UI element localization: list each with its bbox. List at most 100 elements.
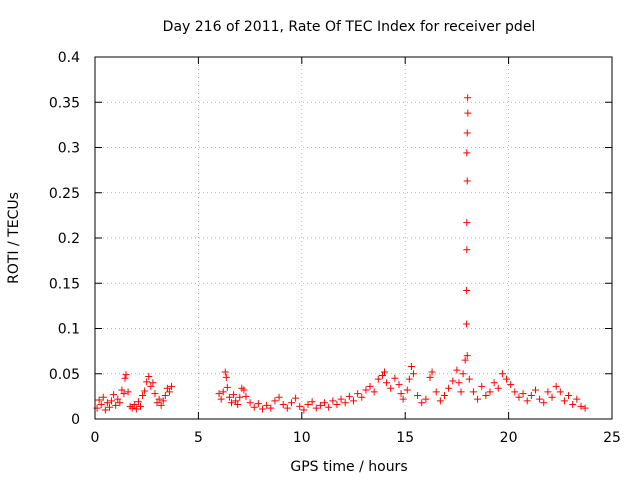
data-point (130, 401, 138, 409)
y-tick-label: 0.25 (49, 186, 80, 202)
data-point (136, 402, 144, 410)
data-point (145, 372, 153, 380)
data-point (581, 404, 589, 412)
data-point (275, 393, 283, 401)
data-point (110, 391, 118, 399)
data-point (329, 397, 337, 405)
data-point (242, 392, 250, 400)
data-point (287, 399, 295, 407)
data-point (124, 388, 132, 396)
data-point (215, 390, 223, 398)
data-point (217, 395, 225, 403)
data-point (366, 382, 374, 390)
data-point (223, 383, 231, 391)
data-point (300, 406, 308, 414)
y-tick-label: 0 (71, 412, 80, 428)
data-point (432, 388, 440, 396)
data-point (163, 384, 171, 392)
data-point (507, 381, 515, 389)
data-point (157, 401, 165, 409)
data-point (463, 177, 471, 185)
data-point (464, 109, 472, 117)
data-point (573, 395, 581, 403)
data-point (168, 382, 176, 390)
y-tick-label: 0.2 (58, 231, 80, 247)
data-point (141, 387, 149, 395)
data-point (97, 401, 105, 409)
data-point (478, 382, 486, 390)
data-point (221, 368, 229, 376)
data-points (93, 94, 589, 414)
data-point (263, 401, 271, 409)
data-point (569, 401, 577, 409)
data-point (222, 373, 230, 381)
x-tick-label: 0 (91, 430, 100, 446)
data-point (426, 373, 434, 381)
x-tick-label: 15 (396, 430, 414, 446)
data-point (333, 401, 341, 409)
data-point (552, 382, 560, 390)
data-point (490, 379, 498, 387)
data-point (304, 401, 312, 409)
data-point (503, 375, 511, 383)
data-point (544, 388, 552, 396)
data-point (108, 397, 116, 405)
data-point (122, 371, 130, 379)
data-point (325, 403, 333, 411)
data-point (463, 219, 471, 227)
data-point (445, 384, 453, 392)
data-point (155, 395, 163, 403)
data-point (354, 390, 362, 398)
data-point (116, 399, 124, 407)
axis-ticks: 0 5 10 15 20 25 0 0.05 0.1 0.15 0.2 0.25 0.3 0.35 0.4 (49, 50, 621, 446)
data-point (230, 391, 238, 399)
data-point (134, 398, 142, 406)
data-point (463, 352, 471, 360)
data-point (103, 399, 111, 407)
chart-title: Day 216 of 2011, Rate Of TEC Index for r… (163, 19, 536, 35)
data-point (227, 399, 235, 407)
data-point (316, 401, 324, 409)
data-point (350, 397, 357, 405)
data-point (95, 396, 103, 404)
data-point (225, 393, 233, 401)
data-point (232, 397, 240, 405)
data-point (99, 393, 107, 401)
data-point (271, 397, 279, 405)
x-tick-label: 10 (293, 430, 311, 446)
data-point (527, 391, 535, 399)
data-point (560, 397, 568, 405)
data-point (391, 374, 399, 382)
grid (95, 57, 612, 419)
data-point (370, 388, 378, 396)
data-point (465, 375, 473, 383)
data-point (149, 379, 157, 387)
data-point (267, 404, 275, 412)
data-point (523, 397, 531, 405)
y-tick-label: 0.4 (58, 50, 80, 66)
y-tick-label: 0.15 (49, 276, 80, 292)
data-point (120, 390, 128, 398)
data-point (321, 399, 329, 407)
data-point (399, 395, 407, 403)
data-point (254, 400, 262, 408)
data-point (250, 403, 258, 411)
data-point (153, 399, 161, 407)
data-point (139, 391, 147, 399)
data-point (464, 94, 472, 102)
data-point (395, 381, 403, 389)
data-point (565, 391, 573, 399)
data-point (279, 401, 287, 409)
data-point (337, 395, 345, 403)
data-point (463, 286, 471, 294)
data-point (219, 388, 227, 396)
data-point (407, 363, 415, 371)
data-point (147, 382, 155, 390)
y-axis-label: ROTI / TECUs (6, 192, 22, 284)
data-point (246, 399, 254, 407)
x-tick-label: 25 (603, 430, 621, 446)
data-point (482, 391, 490, 399)
data-point (374, 375, 382, 383)
data-point (128, 404, 136, 412)
